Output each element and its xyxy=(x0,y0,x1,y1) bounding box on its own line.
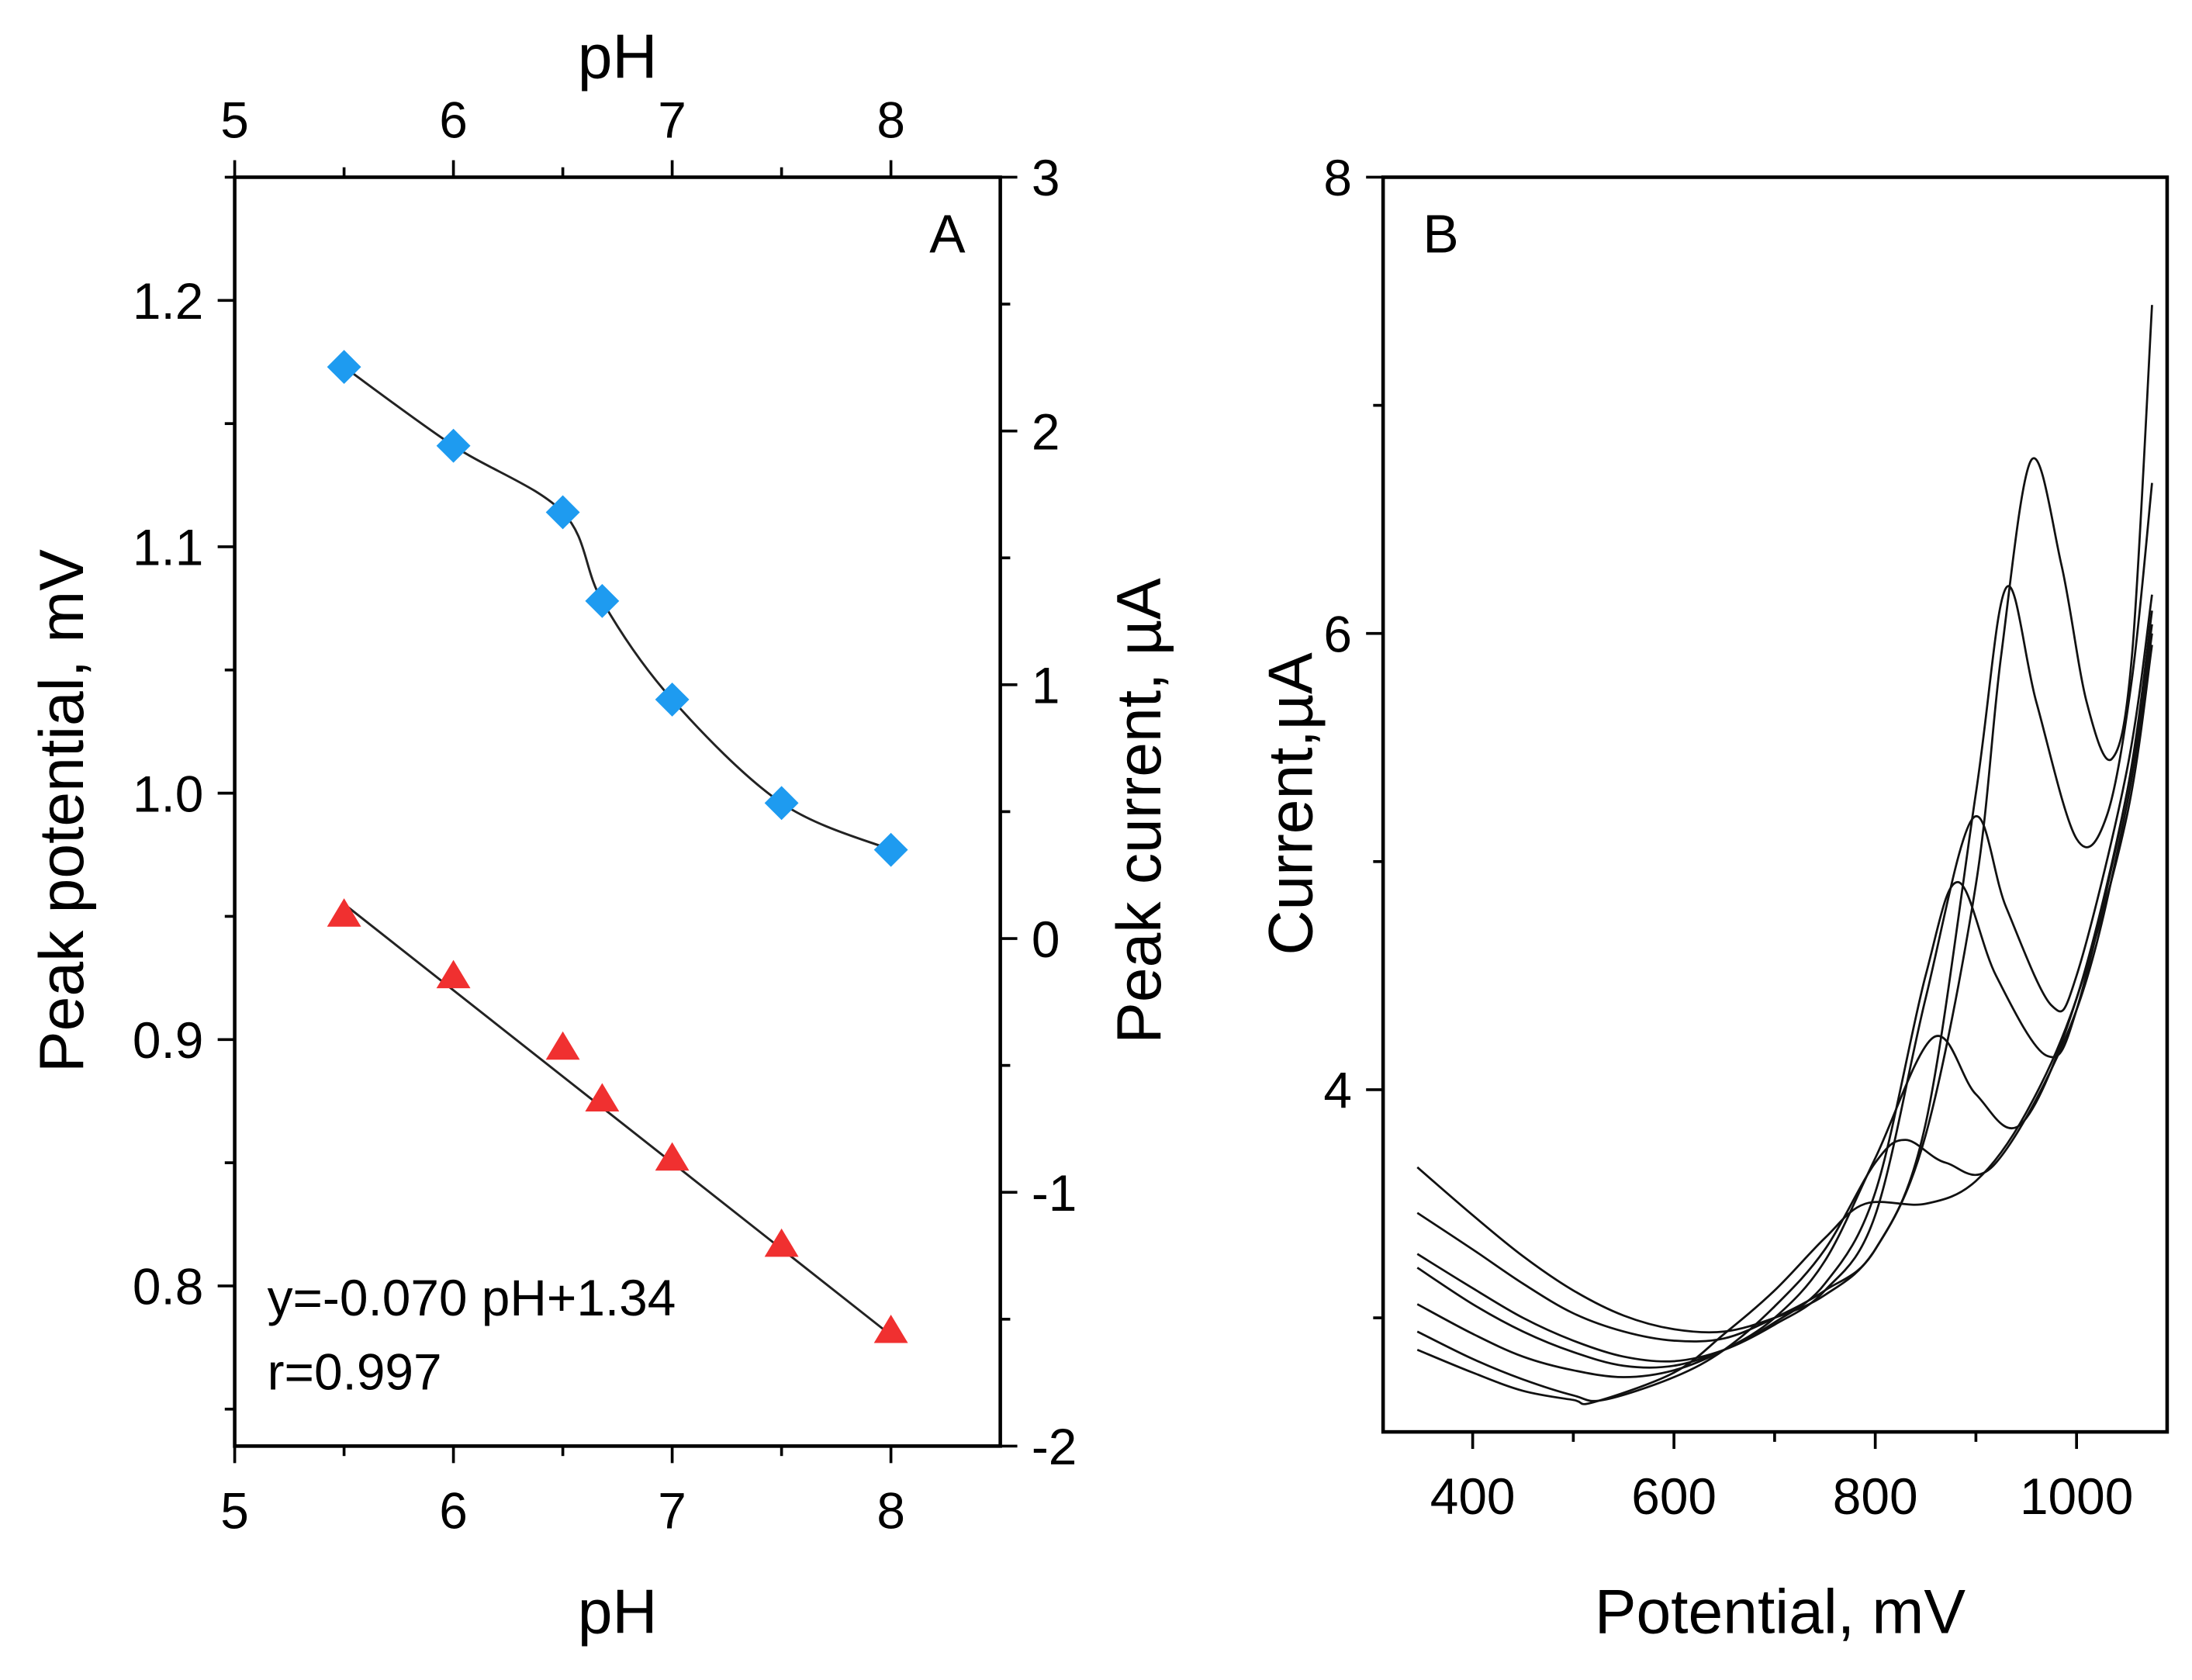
y-tick-label-b: 4 xyxy=(1323,1062,1352,1119)
voltammogram-curve xyxy=(1416,624,2153,1378)
triangle-marker xyxy=(585,1083,620,1111)
y-tick-label-right: -2 xyxy=(1032,1418,1077,1475)
diamond-marker xyxy=(873,832,908,867)
y-tick-label-left: 1.2 xyxy=(133,272,203,330)
x-tick-label-bottom: 6 xyxy=(439,1481,468,1539)
y-tick-label-left: 1.1 xyxy=(133,519,203,576)
triangle-marker xyxy=(327,898,361,927)
voltammogram-curve xyxy=(1416,594,2153,1363)
y-tick-label-right: 3 xyxy=(1032,149,1060,206)
triangle-marker xyxy=(436,959,471,989)
panel-b: 400 600 800 1000 4 6 8 B Potential, mV Current… xyxy=(1257,149,2170,1647)
diamond-marker xyxy=(585,583,620,618)
y-tick-label-right: -1 xyxy=(1032,1164,1077,1222)
diamond-marker xyxy=(655,682,690,717)
linear-fit-line xyxy=(343,903,892,1336)
plot-frame-b xyxy=(1381,175,2170,1434)
voltammogram-curve xyxy=(1416,645,2153,1405)
y-tick-label-right: 0 xyxy=(1032,911,1060,968)
fit-equation: y=-0.070 pH+1.34 xyxy=(268,1269,676,1326)
y-tick-label-right: 2 xyxy=(1032,403,1060,460)
x-tick-label-bottom: 7 xyxy=(658,1481,686,1539)
triangle-marker xyxy=(764,1228,799,1257)
x-axis-title-b: Potential, mV xyxy=(1595,1578,1966,1647)
triangle-marker xyxy=(545,1031,580,1060)
x-axis-title-bottom: pH xyxy=(578,1578,658,1647)
panel-label-a: A xyxy=(929,203,966,264)
x-tick-label-b: 400 xyxy=(1430,1467,1516,1525)
plot-marks-a xyxy=(327,350,908,1343)
x-tick-label-bottom: 5 xyxy=(220,1481,249,1539)
triangle-marker xyxy=(655,1142,690,1171)
diamond-marker xyxy=(327,350,361,385)
fit-r-value: r=0.997 xyxy=(268,1343,442,1400)
axis-ticks-a: 5 6 7 8 5 6 7 8 0.8 0.9 1.0 1.1 1.2 -2 -1 0 1 2 3 xyxy=(133,91,1077,1539)
y-tick-label-left: 1.0 xyxy=(133,765,203,822)
y-axis-title-b: Current,µA xyxy=(1257,652,1326,956)
diamond-marker xyxy=(436,428,471,463)
y-tick-label-left: 0.9 xyxy=(133,1011,203,1069)
plot-marks-b xyxy=(1416,305,2153,1405)
triangle-marker xyxy=(873,1315,908,1343)
x-tick-label-top: 8 xyxy=(876,91,905,148)
x-tick-label-b: 600 xyxy=(1631,1467,1717,1525)
y-tick-label-b: 6 xyxy=(1323,605,1352,662)
x-tick-label-top: 6 xyxy=(439,91,468,148)
x-axis-title-top: pH xyxy=(578,22,658,92)
diamond-marker xyxy=(764,786,799,821)
y-tick-label-left: 0.8 xyxy=(133,1258,203,1315)
voltammogram-curve xyxy=(1416,482,2153,1343)
voltammogram-curve xyxy=(1416,305,2153,1334)
diamond-marker xyxy=(545,495,580,530)
x-tick-label-b: 800 xyxy=(1833,1467,1918,1525)
x-tick-label-top: 7 xyxy=(658,91,686,148)
x-tick-label-b: 1000 xyxy=(2020,1467,2133,1525)
x-tick-label-bottom: 8 xyxy=(876,1481,905,1539)
y-tick-label-right: 1 xyxy=(1032,657,1060,714)
smooth-fit-line xyxy=(343,365,892,852)
y-axis-title-left: Peak potential, mV xyxy=(27,549,97,1073)
axis-ticks-b: 400 600 800 1000 4 6 8 xyxy=(1323,149,2133,1525)
panel-label-b: B xyxy=(1423,203,1458,264)
y-tick-label-b: 8 xyxy=(1323,149,1352,206)
y-axis-title-right: Peak current, µA xyxy=(1105,578,1174,1044)
x-tick-label-top: 5 xyxy=(220,91,249,148)
